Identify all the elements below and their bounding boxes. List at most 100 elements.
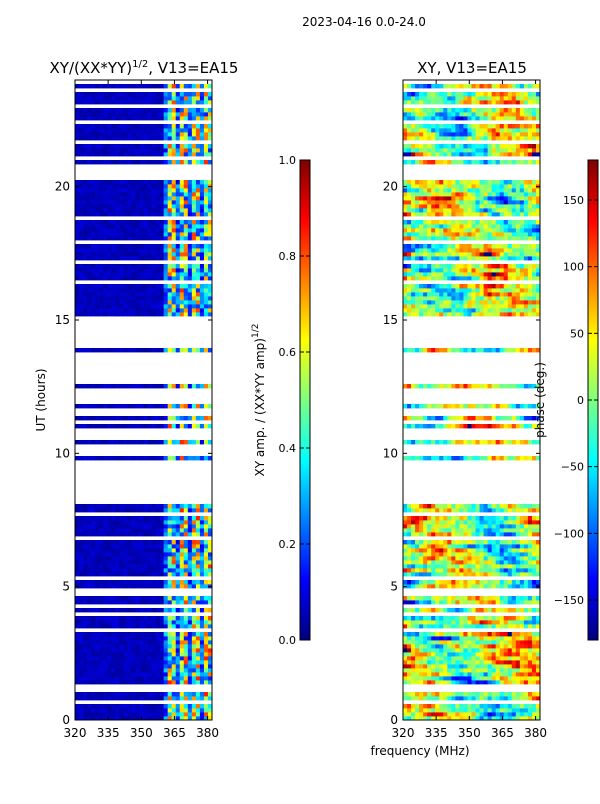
amplitude-cell [115, 148, 119, 152]
phase-cell [423, 544, 427, 548]
amplitude-cell [204, 680, 208, 684]
amplitude-cell [115, 540, 119, 544]
amplitude-cell [135, 304, 139, 308]
phase-cell [451, 600, 455, 604]
amplitude-cell [188, 660, 192, 664]
amplitude-cell [139, 620, 143, 624]
amplitude-cell [188, 692, 192, 696]
amplitude-cell [131, 100, 135, 104]
amplitude-cell [111, 184, 115, 188]
amplitude-cell [127, 652, 131, 656]
amplitude-cell [131, 404, 135, 408]
phase-cell [435, 568, 439, 572]
phase-cell [451, 656, 455, 660]
amplitude-cell [172, 288, 176, 292]
amplitude-cell [139, 256, 143, 260]
amplitude-cell [188, 92, 192, 96]
amplitude-cell [160, 524, 164, 528]
phase-cell [500, 568, 504, 572]
amplitude-cell [188, 504, 192, 508]
phase-cell [516, 572, 520, 576]
amplitude-cell [91, 632, 95, 636]
amplitude-cell [164, 272, 168, 276]
phase-cell [467, 564, 471, 568]
amplitude-cell [91, 596, 95, 600]
amplitude-cell [204, 668, 208, 672]
amplitude-cell [123, 540, 127, 544]
amplitude-cell [192, 632, 196, 636]
amplitude-cell [131, 224, 135, 228]
phase-cell [443, 528, 447, 532]
amplitude-cell [135, 664, 139, 668]
amplitude-cell [131, 244, 135, 248]
phase-cell [508, 568, 512, 572]
amplitude-cell [103, 516, 107, 520]
amplitude-cell [144, 516, 148, 520]
phase-cell [532, 648, 536, 652]
amplitude-cell [164, 232, 168, 236]
amplitude-cell [168, 676, 172, 680]
phase-cell [439, 520, 443, 524]
phase-cell [476, 608, 480, 612]
amplitude-cell [127, 124, 131, 128]
phase-cell [508, 416, 512, 420]
phase-cell [492, 632, 496, 636]
amplitude-cell [160, 288, 164, 292]
amplitude-cell [144, 312, 148, 316]
amplitude-cell [188, 268, 192, 272]
amplitude-cell [176, 232, 180, 236]
amplitude-cell [192, 212, 196, 216]
amplitude-cell [103, 284, 107, 288]
phase-cell [439, 620, 443, 624]
amplitude-cell [75, 676, 79, 680]
amplitude-cell [111, 284, 115, 288]
amplitude-cell [188, 228, 192, 232]
phase-cell [520, 624, 524, 628]
phase-cell [423, 520, 427, 524]
phase-cell [459, 652, 463, 656]
amplitude-cell [115, 548, 119, 552]
amplitude-cell [87, 572, 91, 576]
amplitude-cell [99, 148, 103, 152]
amplitude-cell [180, 96, 184, 100]
amplitude-cell [83, 548, 87, 552]
amplitude-cell [95, 144, 99, 148]
amplitude-cell [91, 136, 95, 140]
amplitude-cell [139, 160, 143, 164]
amplitude-cell [139, 608, 143, 612]
phase-cell [463, 696, 467, 700]
amplitude-cell [83, 244, 87, 248]
phase-cell [467, 556, 471, 560]
amplitude-cell [152, 528, 156, 532]
phase-cell [459, 648, 463, 652]
amplitude-cell [152, 188, 156, 192]
amplitude-cell [200, 248, 204, 252]
amplitude-cell [156, 312, 160, 316]
amplitude-cell [164, 404, 168, 408]
amplitude-cell [115, 208, 119, 212]
amplitude-cell [91, 600, 95, 604]
phase-cell [455, 508, 459, 512]
amplitude-cell [83, 220, 87, 224]
phase-cell [496, 580, 500, 584]
amplitude-cell [196, 544, 200, 548]
phase-cell [504, 668, 508, 672]
amplitude-cell [87, 516, 91, 520]
amplitude-cell [103, 308, 107, 312]
amplitude-cell [180, 672, 184, 676]
amplitude-cell [176, 556, 180, 560]
amplitude-cell [144, 632, 148, 636]
amplitude-cell [107, 552, 111, 556]
phase-cell [512, 440, 516, 444]
phase-cell [439, 580, 443, 584]
amplitude-cell [188, 552, 192, 556]
amplitude-cell [83, 664, 87, 668]
amplitude-cell [123, 504, 127, 508]
amplitude-cell [99, 208, 103, 212]
amplitude-cell [107, 148, 111, 152]
amplitude-cell [123, 548, 127, 552]
amplitude-cell [119, 384, 123, 388]
amplitude-cell [184, 248, 188, 252]
amplitude-cell [192, 712, 196, 716]
amplitude-cell [156, 192, 160, 196]
